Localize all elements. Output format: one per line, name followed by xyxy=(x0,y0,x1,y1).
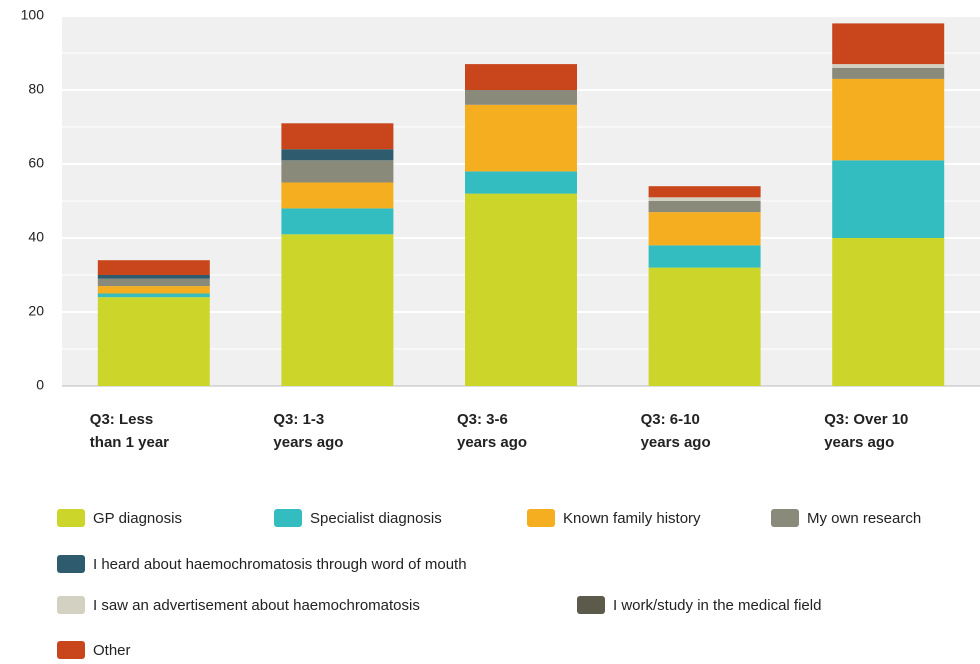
legend-item: I heard about haemochromatosis through w… xyxy=(57,555,467,573)
y-tick-label: 100 xyxy=(21,7,45,23)
bar-segment xyxy=(465,171,577,194)
bar-segment xyxy=(648,267,761,386)
legend-item: My own research xyxy=(771,509,921,527)
x-tick-label: Q3: 1-3 years ago xyxy=(273,411,344,451)
bar-segment xyxy=(97,278,210,287)
bar-segment xyxy=(465,193,577,386)
bar-segment xyxy=(465,64,577,90)
legend-swatch xyxy=(577,596,605,614)
bar-segment xyxy=(97,293,210,298)
bar-segment xyxy=(281,123,394,150)
legend-swatch xyxy=(274,509,302,527)
bar-segment xyxy=(832,78,945,161)
legend-label: Other xyxy=(93,641,131,659)
legend-label: My own research xyxy=(807,509,922,527)
legend-item: Specialist diagnosis xyxy=(274,509,442,527)
bar-segment xyxy=(97,275,210,279)
legend-label: GP diagnosis xyxy=(93,509,182,527)
bar-segment xyxy=(832,64,945,68)
bar-segment xyxy=(648,197,761,201)
x-tick-label: Q3: Less than 1 year xyxy=(89,411,170,451)
legend-swatch xyxy=(57,596,85,614)
y-tick-label: 80 xyxy=(28,81,44,97)
legend-item: I work/study in the medical field xyxy=(577,596,821,614)
bar-segment xyxy=(832,23,945,65)
bar-segment xyxy=(648,186,761,198)
legend-label: I saw an advertisement about haemochroma… xyxy=(93,596,420,614)
x-tick-label: Q3: 6-10 years ago xyxy=(640,411,711,451)
legend-item: Other xyxy=(57,641,131,659)
bar-segment xyxy=(648,245,761,268)
bar-segment xyxy=(465,90,577,105)
bar-segment xyxy=(832,67,945,79)
legend-item: I saw an advertisement about haemochroma… xyxy=(57,596,420,614)
bar-segment xyxy=(648,201,761,213)
x-tick-label: Q3: Over 10 years ago xyxy=(824,411,909,451)
y-tick-label: 0 xyxy=(36,377,44,393)
legend-item: GP diagnosis xyxy=(57,509,182,527)
plot: 0 20 40 60 80 100 xyxy=(21,7,980,393)
bar-segment xyxy=(832,238,945,386)
bar-segment xyxy=(465,104,577,172)
legend-swatch xyxy=(57,555,85,573)
legend-label: Known family history xyxy=(563,509,701,527)
bar-segment xyxy=(281,182,394,209)
bar-segment xyxy=(97,260,210,275)
bar-segment xyxy=(281,208,394,235)
bar-segment xyxy=(281,234,394,386)
bar-segment xyxy=(97,286,210,294)
bar-segment xyxy=(648,212,761,246)
legend-swatch xyxy=(527,509,555,527)
legend-swatch xyxy=(771,509,799,527)
y-tick-label: 20 xyxy=(28,303,44,319)
bar-segment xyxy=(281,160,394,183)
legend-label: Specialist diagnosis xyxy=(310,509,442,527)
y-tick-label: 60 xyxy=(28,155,44,171)
y-tick-label: 40 xyxy=(28,229,44,245)
legend-label: I work/study in the medical field xyxy=(613,596,822,614)
legend-label: I heard about haemochromatosis through w… xyxy=(93,555,467,573)
bar-segment xyxy=(281,149,394,161)
legend-swatch xyxy=(57,509,85,527)
x-tick-label: Q3: 3-6 years ago xyxy=(457,411,528,451)
legend-swatch xyxy=(57,641,85,659)
bar-segment xyxy=(97,297,210,386)
legend-item: Known family history xyxy=(527,509,701,527)
bar-segment xyxy=(832,160,945,238)
